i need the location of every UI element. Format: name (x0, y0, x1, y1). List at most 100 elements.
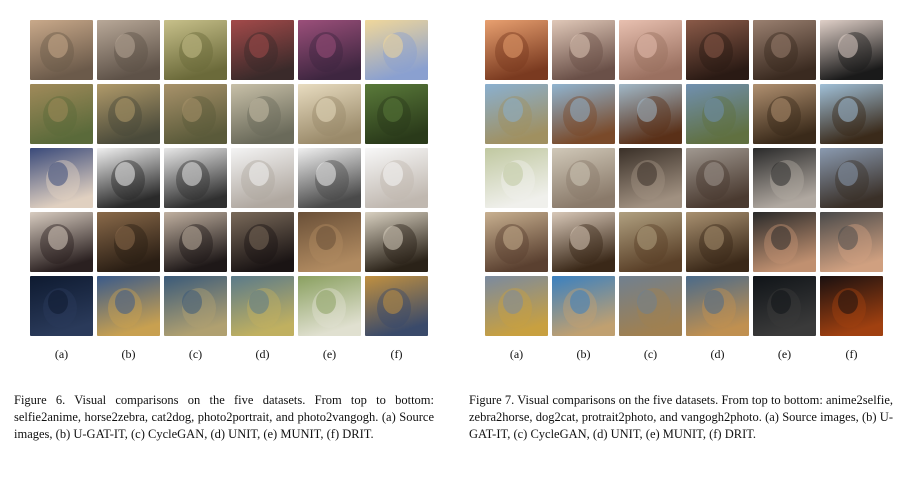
image-thumbnail (97, 276, 160, 336)
image-thumbnail-graphic (164, 20, 227, 80)
image-thumbnail-graphic (30, 20, 93, 80)
column-label: (a) (54, 347, 69, 361)
image-thumbnail-graphic (552, 212, 615, 272)
image-thumbnail-graphic (619, 84, 682, 144)
image-thumbnail-graphic (365, 212, 428, 272)
image-thumbnail (753, 20, 816, 80)
image-thumbnail-graphic (365, 20, 428, 80)
image-thumbnail (753, 212, 816, 272)
image-thumbnail (164, 212, 227, 272)
image-thumbnail (619, 212, 682, 272)
figure-7-column-labels: (a) (b) (c) (d) (e) (f) (485, 347, 883, 362)
image-thumbnail (485, 84, 548, 144)
image-thumbnail-graphic (753, 148, 816, 208)
image-thumbnail-graphic (30, 276, 93, 336)
image-thumbnail (365, 276, 428, 336)
column-label: (e) (777, 347, 792, 361)
figure-6-column-labels: (a) (b) (c) (d) (e) (f) (30, 347, 428, 362)
image-thumbnail-graphic (753, 276, 816, 336)
figure-7-caption: Figure 7. Visual comparisons on the five… (469, 393, 893, 441)
image-thumbnail-graphic (552, 148, 615, 208)
image-thumbnail-graphic (820, 148, 883, 208)
image-thumbnail (619, 276, 682, 336)
image-thumbnail-graphic (298, 212, 361, 272)
image-thumbnail (686, 84, 749, 144)
figure-7-image-grid (485, 20, 883, 336)
column-label: (c) (643, 347, 658, 361)
image-thumbnail (686, 212, 749, 272)
column-label: (f) (845, 347, 858, 361)
image-thumbnail (231, 84, 294, 144)
figure-6-image-grid (30, 20, 428, 336)
image-thumbnail (552, 84, 615, 144)
image-thumbnail (365, 20, 428, 80)
image-thumbnail (619, 84, 682, 144)
image-thumbnail-graphic (164, 148, 227, 208)
image-thumbnail (164, 20, 227, 80)
image-thumbnail (619, 20, 682, 80)
image-thumbnail (97, 20, 160, 80)
image-thumbnail (298, 212, 361, 272)
image-thumbnail-graphic (298, 20, 361, 80)
image-thumbnail-graphic (97, 276, 160, 336)
image-thumbnail (164, 148, 227, 208)
image-thumbnail-graphic (365, 276, 428, 336)
image-thumbnail-graphic (619, 148, 682, 208)
image-thumbnail (753, 276, 816, 336)
image-thumbnail-graphic (97, 84, 160, 144)
image-thumbnail (753, 148, 816, 208)
image-thumbnail (485, 212, 548, 272)
image-thumbnail-graphic (30, 212, 93, 272)
image-thumbnail-graphic (485, 84, 548, 144)
image-thumbnail (552, 212, 615, 272)
image-thumbnail (298, 84, 361, 144)
image-thumbnail (485, 148, 548, 208)
column-label: (b) (121, 347, 136, 361)
image-thumbnail-graphic (686, 212, 749, 272)
image-thumbnail-graphic (686, 148, 749, 208)
column-label: (f) (390, 347, 403, 361)
image-thumbnail-graphic (164, 84, 227, 144)
image-thumbnail-graphic (231, 276, 294, 336)
image-thumbnail (820, 276, 883, 336)
image-thumbnail-graphic (686, 276, 749, 336)
image-thumbnail-graphic (820, 20, 883, 80)
image-thumbnail-graphic (686, 84, 749, 144)
image-thumbnail-graphic (485, 276, 548, 336)
column-label: (a) (509, 347, 524, 361)
image-thumbnail-graphic (753, 84, 816, 144)
image-thumbnail-graphic (97, 212, 160, 272)
column-label: (c) (188, 347, 203, 361)
image-thumbnail (298, 148, 361, 208)
figure-6-caption: Figure 6. Visual comparisons on the five… (14, 393, 434, 441)
image-thumbnail (30, 276, 93, 336)
image-thumbnail (97, 84, 160, 144)
image-thumbnail-graphic (298, 148, 361, 208)
image-thumbnail (686, 276, 749, 336)
image-thumbnail (30, 20, 93, 80)
image-thumbnail-graphic (619, 276, 682, 336)
image-thumbnail-graphic (820, 84, 883, 144)
image-thumbnail-graphic (820, 212, 883, 272)
image-thumbnail-graphic (619, 212, 682, 272)
image-thumbnail (164, 276, 227, 336)
image-thumbnail (30, 212, 93, 272)
image-thumbnail-graphic (485, 20, 548, 80)
image-thumbnail (552, 276, 615, 336)
image-thumbnail-graphic (619, 20, 682, 80)
image-thumbnail-graphic (231, 212, 294, 272)
column-label: (d) (710, 347, 725, 361)
image-thumbnail (552, 20, 615, 80)
image-thumbnail-graphic (753, 212, 816, 272)
image-thumbnail-graphic (231, 148, 294, 208)
image-thumbnail-graphic (552, 276, 615, 336)
image-thumbnail (365, 148, 428, 208)
column-label: (b) (576, 347, 591, 361)
image-thumbnail (619, 148, 682, 208)
image-thumbnail-graphic (298, 84, 361, 144)
image-thumbnail-graphic (485, 148, 548, 208)
image-thumbnail-graphic (365, 84, 428, 144)
image-thumbnail (298, 20, 361, 80)
image-thumbnail (231, 20, 294, 80)
image-thumbnail-graphic (231, 20, 294, 80)
